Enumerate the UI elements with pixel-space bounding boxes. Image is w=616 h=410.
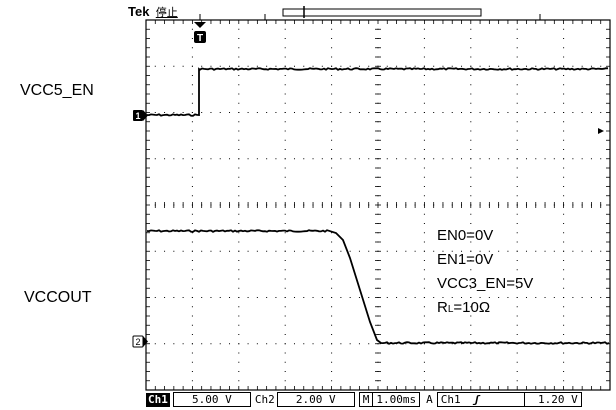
ch2-scale: 2.00 V — [276, 392, 355, 407]
acquisition-status: 停止 — [155, 7, 178, 19]
trigger-level-arrow — [598, 128, 604, 134]
graticule-grid — [145, 19, 611, 391]
top-ruler — [199, 6, 541, 20]
ch1-ground-marker: 1 — [133, 110, 148, 121]
timebase-value: 1.00ms — [372, 392, 421, 407]
note-load-resistance: RL=10Ω — [437, 299, 491, 316]
test-conditions: EN0=0V EN1=0V VCC3_EN=5V RL=10Ω — [437, 224, 533, 322]
record-window-indicator — [282, 8, 482, 17]
svg-text:1: 1 — [135, 111, 140, 121]
ch1-scale: 5.00 V — [172, 392, 251, 407]
timebase-label: M — [358, 392, 373, 407]
trigger-mode-label: A — [426, 393, 433, 406]
ch2-ground-marker: 2 — [132, 335, 148, 348]
ch2-signal-label: VCCOUT — [24, 289, 92, 306]
note-vcc3-en: VCC3_EN=5V — [437, 275, 534, 292]
brand-label: Tek — [128, 4, 150, 19]
note-en1: EN1=0V — [437, 251, 494, 268]
ch1-trace — [146, 67, 609, 117]
trigger-source: Ch1 ʃ — [436, 392, 524, 407]
rising-edge-icon: ʃ — [473, 393, 480, 406]
ch2-chip[interactable]: Ch2 — [254, 393, 275, 406]
svg-text:2: 2 — [135, 337, 140, 347]
scope-readout-bar: Ch1 5.00 V Ch2 2.00 V M 1.00ms A Ch1 ʃ 1… — [146, 392, 582, 407]
scope-header: Tek 停止 — [128, 4, 178, 19]
svg-text:T: T — [197, 33, 203, 44]
trigger-level: 1.20 V — [523, 392, 582, 407]
trigger-position-marker: T — [194, 22, 206, 44]
ch1-signal-label: VCC5_EN — [20, 82, 94, 99]
note-en0: EN0=0V — [437, 227, 494, 244]
ch2-trace — [146, 229, 610, 345]
ch1-chip[interactable]: Ch1 — [146, 392, 170, 407]
